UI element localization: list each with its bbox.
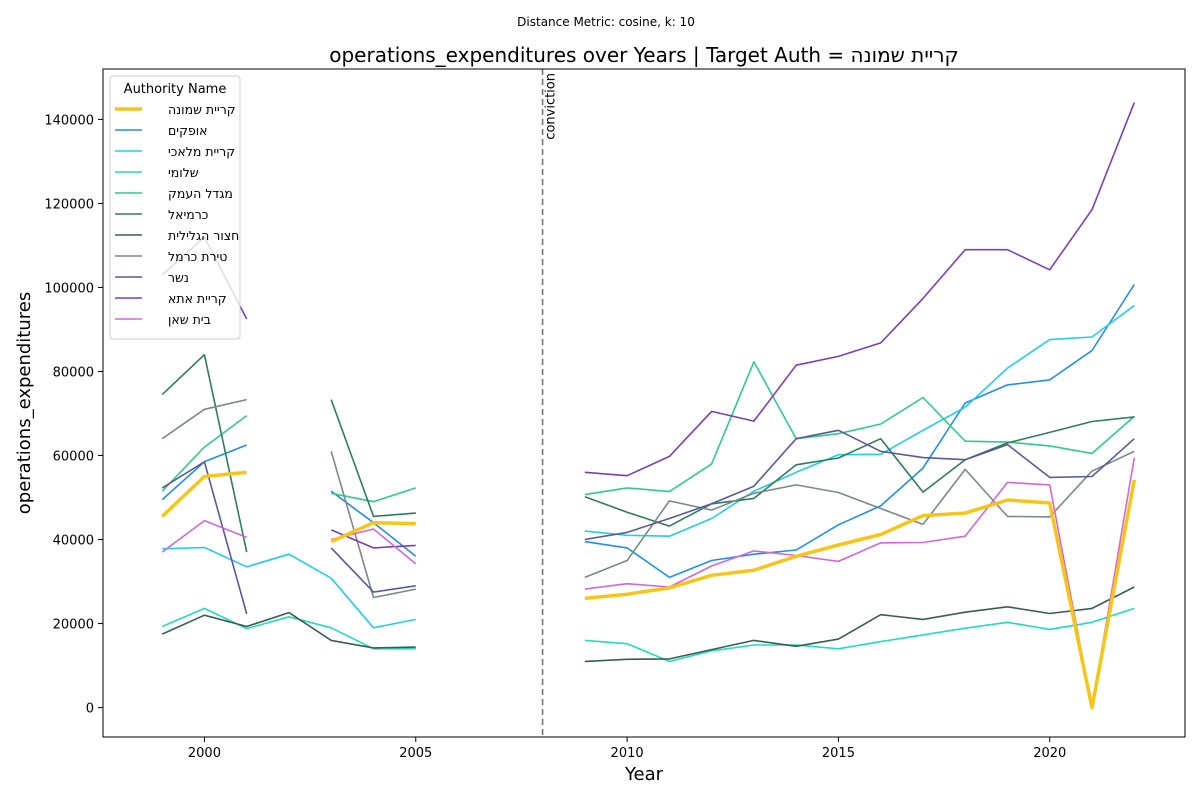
series-line [584, 361, 1135, 496]
legend-entry: אופקים [168, 123, 208, 138]
plot-area: conviction [160, 69, 1137, 737]
legend-title: Authority Name [124, 82, 227, 97]
annotation-label: conviction [544, 73, 559, 140]
series-line [160, 470, 247, 518]
series-line [161, 398, 247, 440]
x-axis: 2000 2005 2010 2015 2020 [188, 737, 1066, 761]
series-line [584, 450, 1135, 579]
y-axis: 0 20000 40000 60000 80000 100000 120000 140000 [44, 113, 103, 717]
series-line [584, 102, 1136, 477]
y-tick-label: 0 [86, 702, 94, 717]
x-tick-label: 2005 [399, 746, 432, 761]
y-tick-label: 60000 [53, 450, 94, 465]
legend-entry: מגדל העמק [168, 186, 233, 201]
series-line [584, 304, 1135, 537]
series-line [584, 416, 1135, 527]
series-line [584, 457, 1136, 709]
series-line [330, 399, 416, 518]
series-line [161, 519, 247, 553]
y-tick-label: 40000 [53, 534, 94, 549]
x-axis-label: Year [624, 764, 664, 785]
legend-entry: בית שאן [168, 312, 211, 327]
x-tick-label: 2015 [822, 746, 855, 761]
series-line [330, 451, 416, 599]
y-tick-label: 80000 [53, 365, 94, 380]
series-line [584, 586, 1135, 663]
series-line [330, 520, 416, 544]
series-line [584, 479, 1137, 710]
legend-entry: קריית שמונה [168, 102, 236, 117]
legend: Authority Name קריית שמונה אופקים קריית מלא… [109, 75, 241, 340]
x-tick-label: 2000 [188, 746, 221, 761]
chart-title: operations_expenditures over Years | Tar… [329, 43, 959, 67]
series-line [161, 414, 248, 492]
y-tick-label: 100000 [44, 281, 94, 296]
legend-entry: חצור הגלילית [168, 228, 239, 243]
legend-entry: קריית מלאכי [168, 144, 235, 159]
y-axis-label: operations_expenditures [14, 292, 35, 514]
legend-entry: כרמיאל [168, 207, 208, 222]
series-line [331, 487, 417, 503]
legend-entry: שלומי [168, 165, 199, 180]
y-tick-label: 20000 [53, 618, 94, 633]
series-line [161, 353, 248, 553]
series-line [161, 607, 416, 650]
series-line [584, 429, 1135, 541]
series-line [162, 546, 416, 629]
series-line [584, 284, 1135, 579]
series-line [161, 461, 248, 615]
legend-box [109, 75, 241, 340]
legend-entry: נשר [168, 270, 189, 285]
x-tick-label: 2020 [1033, 746, 1066, 761]
legend-entry: קריית אתא [168, 291, 227, 306]
plot-frame [102, 68, 1186, 738]
y-tick-label: 120000 [44, 197, 94, 212]
y-tick-label: 140000 [44, 113, 94, 128]
series-line [330, 547, 416, 593]
legend-entry: טירת כרמל [168, 249, 227, 264]
chart-suptitle: Distance Metric: cosine, k: 10 [517, 15, 695, 29]
x-tick-label: 2010 [611, 746, 644, 761]
series-line [584, 607, 1135, 663]
series-line [161, 611, 416, 649]
